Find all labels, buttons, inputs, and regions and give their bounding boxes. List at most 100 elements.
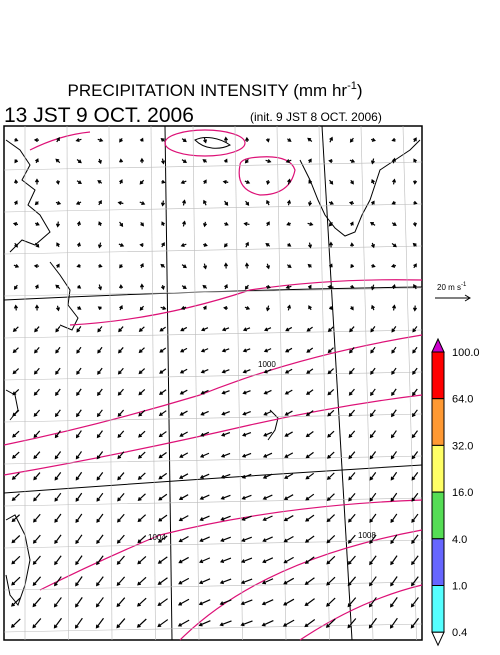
- wind-arrow: [76, 326, 82, 333]
- colorbar-label: 32.0: [452, 440, 473, 452]
- colorbar-segment: [431, 398, 445, 446]
- wind-arrow: [242, 390, 251, 395]
- wind-arrow: [262, 536, 273, 543]
- wind-arrow: [53, 597, 62, 608]
- wind-arrow: [75, 430, 82, 439]
- reference-arrow: [435, 294, 471, 302]
- wind-arrow: [305, 410, 314, 417]
- wind-arrow: [348, 513, 356, 523]
- wind-arrow: [139, 243, 144, 248]
- wind-arrow: [369, 534, 377, 545]
- wind-arrow: [11, 472, 20, 480]
- wind-arrow: [287, 304, 292, 311]
- wind-arrow: [413, 263, 417, 269]
- wind-arrow: [200, 389, 209, 395]
- wind-arrow: [391, 200, 396, 205]
- colorbar-label: 4.0: [452, 534, 467, 546]
- wind-arrow: [390, 555, 398, 566]
- wind-arrow: [116, 576, 126, 587]
- wind-arrow: [412, 222, 417, 227]
- wind-arrow: [160, 137, 165, 142]
- wind-arrow: [95, 617, 104, 629]
- wind-arrow: [329, 136, 333, 143]
- grid-line: [276, 125, 287, 641]
- wind-arrow: [411, 513, 419, 523]
- wind-arrow: [116, 618, 126, 629]
- wind-arrow: [56, 263, 60, 268]
- wind-arrow: [12, 326, 19, 332]
- wind-arrow: [11, 493, 20, 502]
- wind-arrow: [348, 367, 355, 375]
- wind-arrow: [327, 326, 334, 333]
- wind-arrow: [223, 262, 229, 269]
- wind-arrow: [139, 179, 145, 185]
- wind-arrow: [349, 347, 355, 354]
- wind-arrow: [33, 367, 40, 375]
- wind-arrow: [118, 243, 125, 247]
- wind-arrow: [199, 494, 210, 500]
- wind-arrow: [262, 557, 274, 564]
- wind-arrow: [413, 180, 418, 185]
- wind-arrow: [326, 493, 335, 502]
- colorbar-label: 64.0: [452, 394, 473, 406]
- wind-arrow: [284, 431, 293, 437]
- wind-arrow: [179, 452, 189, 458]
- wind-arrow: [200, 327, 209, 332]
- wind-arrow: [286, 264, 292, 269]
- wind-arrow: [54, 430, 61, 439]
- wind-arrow: [391, 137, 396, 142]
- wind-arrow: [199, 557, 211, 564]
- wind-arrow: [54, 409, 61, 418]
- wind-arrow: [55, 284, 61, 290]
- wind-arrow: [328, 263, 333, 268]
- wind-arrow: [160, 284, 165, 291]
- wind-arrow: [54, 576, 62, 587]
- wind-arrow: [76, 180, 82, 184]
- wind-arrow: [370, 137, 376, 142]
- wind-arrow: [119, 221, 124, 227]
- wind-arrow: [263, 410, 272, 416]
- wind-arrow: [55, 305, 61, 312]
- wind-arrow: [326, 451, 335, 459]
- wind-arrow: [328, 222, 333, 227]
- wind-arrow: [349, 326, 355, 333]
- wind-arrow: [97, 346, 103, 354]
- wind-arrow: [119, 158, 124, 163]
- wind-arrow: [223, 243, 228, 248]
- wind-arrow: [391, 346, 397, 354]
- wind-arrow: [307, 263, 312, 268]
- wind-arrow: [116, 597, 126, 608]
- isobar: [299, 584, 423, 641]
- wind-arrow: [224, 221, 229, 226]
- wind-arrow: [75, 138, 82, 143]
- wind-arrow: [159, 347, 167, 353]
- wind-arrow: [283, 598, 295, 606]
- wind-arrow: [221, 369, 230, 374]
- grid-line: [360, 125, 374, 641]
- wind-arrow: [12, 388, 20, 396]
- wind-arrow: [242, 369, 251, 374]
- wind-arrow: [32, 576, 42, 587]
- wind-arrow: [410, 617, 420, 629]
- wind-arrow: [392, 157, 397, 164]
- wind-arrow: [180, 243, 187, 248]
- wind-arrow: [77, 284, 82, 289]
- wind-arrow: [117, 451, 125, 460]
- wind-arrow: [200, 431, 210, 437]
- wind-arrow: [371, 242, 375, 249]
- wind-arrow: [287, 178, 292, 185]
- wind-arrow: [76, 220, 81, 227]
- wind-arrow: [391, 242, 397, 248]
- isobar: [39, 499, 423, 591]
- wind-arrow: [283, 515, 294, 522]
- wind-arrow: [265, 138, 270, 143]
- grid-line: [3, 581, 423, 591]
- wind-arrow: [138, 347, 145, 354]
- wind-arrow: [369, 451, 377, 460]
- wind-arrow: [157, 556, 168, 564]
- wind-arrow: [348, 388, 355, 396]
- wind-arrow: [55, 326, 61, 333]
- wind-arrow: [328, 241, 334, 248]
- colorbar-top: [431, 337, 445, 353]
- wind-arrow: [370, 367, 376, 375]
